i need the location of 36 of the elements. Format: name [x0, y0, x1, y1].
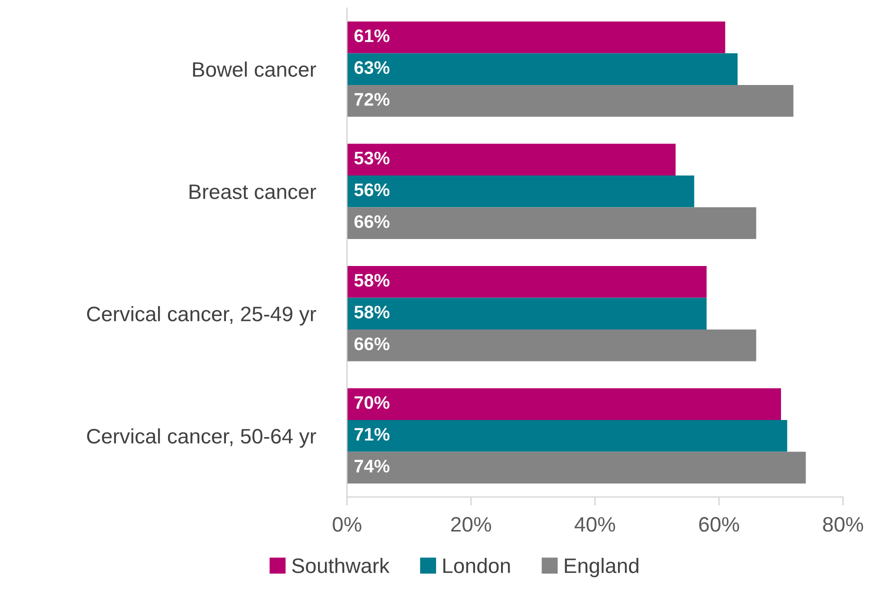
legend-label: England: [564, 558, 638, 578]
bar: [347, 207, 756, 240]
bar: [347, 330, 756, 362]
bar: [347, 298, 707, 330]
bar: [347, 420, 788, 452]
x-tick-label: 40%: [574, 516, 616, 532]
legend-label: London: [443, 558, 510, 574]
data-label: 66%: [354, 215, 390, 228]
data-label: 72%: [354, 92, 390, 106]
data-label: 56%: [354, 183, 390, 196]
y-tick-label: Cervical cancer, 25-49 yr: [87, 306, 316, 326]
x-tick-label: 20%: [451, 516, 492, 532]
bar: [347, 388, 781, 420]
bar: [347, 53, 738, 86]
data-label: 71%: [354, 428, 390, 441]
bar: [347, 175, 694, 208]
data-label: 53%: [354, 152, 390, 164]
data-label: 70%: [354, 396, 390, 409]
data-label: 63%: [354, 61, 390, 74]
x-tick-label: 80%: [823, 516, 864, 532]
data-label: 74%: [354, 460, 390, 472]
data-label: 66%: [354, 337, 390, 350]
bar: [347, 144, 676, 176]
y-tick-label: Cervical cancer, 50-64 yr: [87, 428, 316, 448]
y-tick-label: Bowel cancer: [193, 62, 316, 77]
bar: [347, 85, 794, 117]
data-label: 58%: [354, 306, 390, 318]
data-label: 58%: [354, 274, 390, 287]
x-tick-label: 0%: [332, 516, 362, 532]
bar: [347, 21, 726, 54]
bar: [347, 266, 707, 298]
x-tick-label: 60%: [699, 516, 740, 532]
data-label: 61%: [354, 29, 390, 42]
legend-label: Southwark: [292, 558, 390, 574]
bar: [347, 452, 806, 484]
y-tick-label: Breast cancer: [190, 184, 316, 200]
